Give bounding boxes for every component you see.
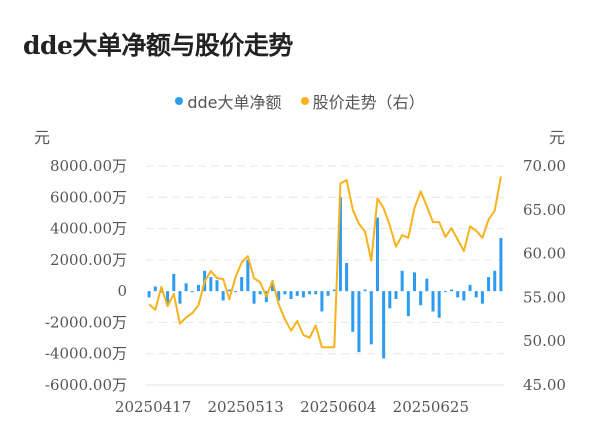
left-tick-label: -2000.00万 (45, 313, 127, 331)
dde-bar[interactable] (499, 237, 503, 292)
dde-bar[interactable] (480, 291, 484, 304)
legend-label-dde: dde大单净额 (187, 93, 282, 112)
dde-bar[interactable] (357, 291, 361, 353)
dde-bar[interactable] (382, 291, 386, 359)
right-tick-label: 65.00 (523, 201, 566, 219)
left-tick-label: 2000.00万 (50, 251, 127, 269)
dde-bar[interactable] (487, 277, 491, 292)
x-tick-label: 20250513 (207, 398, 283, 416)
dde-bar[interactable] (215, 280, 219, 292)
right-tick-label: 70.00 (523, 157, 566, 175)
x-tick-label: 20250604 (300, 398, 376, 416)
dde-bar[interactable] (456, 291, 460, 298)
dde-bar[interactable] (295, 291, 299, 296)
right-tick-label: 55.00 (523, 288, 566, 306)
dde-bar[interactable] (351, 291, 355, 332)
price-line (148, 176, 502, 349)
dde-bars (147, 197, 503, 359)
dde-bar[interactable] (172, 273, 176, 292)
dde-bar[interactable] (153, 286, 157, 292)
left-tick-label: 6000.00万 (50, 188, 127, 206)
dde-bar[interactable] (345, 262, 349, 292)
dde-bar[interactable] (413, 272, 416, 292)
right-axis-unit: 元 (549, 128, 566, 147)
dde-bar[interactable] (190, 291, 194, 293)
dde-bar[interactable] (443, 291, 447, 293)
dde-bar[interactable] (271, 281, 275, 292)
dde-bar[interactable] (196, 284, 200, 292)
left-axis-ticks: 8000.00万 6000.00万 4000.00万 2000.00万 0 -2000.0… (45, 157, 127, 394)
right-tick-label: 60.00 (523, 245, 566, 263)
dde-bar[interactable] (437, 291, 441, 318)
x-axis-ticks: 20250417 20250513 20250604 20250625 (115, 398, 469, 416)
dde-bar[interactable] (221, 291, 225, 301)
dde-bar[interactable] (184, 283, 188, 292)
gridlines (146, 165, 504, 386)
right-axis-ticks: 70.00 65.00 60.00 55.00 50.00 45.00 (523, 157, 566, 394)
left-tick-label: 8000.00万 (50, 157, 127, 175)
dde-bar[interactable] (332, 289, 336, 292)
dde-bar[interactable] (493, 270, 497, 292)
dde-bar[interactable] (462, 291, 466, 301)
left-tick-label: -6000.00万 (45, 376, 127, 394)
dde-bar[interactable] (326, 291, 330, 296)
dde-bar[interactable] (227, 289, 231, 292)
legend-dot-icon-blue (175, 97, 184, 105)
left-tick-label: -4000.00万 (45, 345, 127, 363)
x-tick-label: 20250417 (115, 398, 191, 416)
dde-bar[interactable] (166, 291, 170, 306)
dde-bar[interactable] (252, 291, 256, 304)
left-tick-label: 4000.00万 (50, 220, 127, 238)
legend-dot-icon-orange (300, 97, 309, 105)
left-axis-unit: 元 (34, 128, 51, 147)
left-tick-label: 0 (117, 282, 127, 300)
dde-bar[interactable] (147, 291, 151, 298)
dde-bar[interactable] (419, 291, 423, 306)
dde-bar[interactable] (234, 291, 237, 293)
dde-bar[interactable] (474, 291, 478, 298)
dde-bar[interactable] (240, 277, 244, 292)
dde-bar[interactable] (320, 291, 324, 312)
right-tick-label: 45.00 (523, 376, 566, 394)
dde-bar[interactable] (388, 291, 392, 309)
x-tick-label: 20250625 (393, 398, 469, 416)
dde-bar[interactable] (289, 291, 293, 299)
dde-bar[interactable] (338, 197, 342, 292)
dde-bar[interactable] (363, 289, 367, 292)
legend-item-price[interactable]: 股价走势（右） (300, 89, 425, 113)
dde-bar[interactable] (425, 278, 429, 292)
legend: dde大单净额 股价走势（右） (0, 89, 600, 113)
dde-bar[interactable] (406, 291, 410, 317)
dde-bar[interactable] (375, 217, 379, 292)
dde-bar[interactable] (369, 291, 373, 345)
chart-title: dde大单净额与股价走势 (23, 31, 293, 60)
dde-bar[interactable] (431, 291, 435, 312)
legend-item-dde[interactable]: dde大单净额 (175, 89, 282, 113)
dde-bar[interactable] (159, 291, 163, 293)
price-line-path[interactable] (148, 176, 502, 349)
dde-bar[interactable] (301, 291, 305, 298)
dde-bar[interactable] (283, 291, 287, 295)
dde-bar[interactable] (450, 289, 454, 292)
dde-bar[interactable] (258, 291, 262, 295)
dde-bar[interactable] (277, 291, 281, 301)
right-tick-label: 50.00 (523, 332, 566, 350)
dde-bar[interactable] (468, 284, 472, 292)
dde-bar[interactable] (308, 291, 312, 295)
dde-bar[interactable] (394, 291, 398, 299)
dde-bar[interactable] (314, 291, 318, 295)
dde-bar[interactable] (178, 291, 182, 304)
dde-bar[interactable] (246, 259, 250, 292)
dde-bar[interactable] (400, 270, 404, 292)
legend-label-price: 股价走势（右） (312, 93, 425, 112)
dde-bar[interactable] (209, 277, 213, 292)
